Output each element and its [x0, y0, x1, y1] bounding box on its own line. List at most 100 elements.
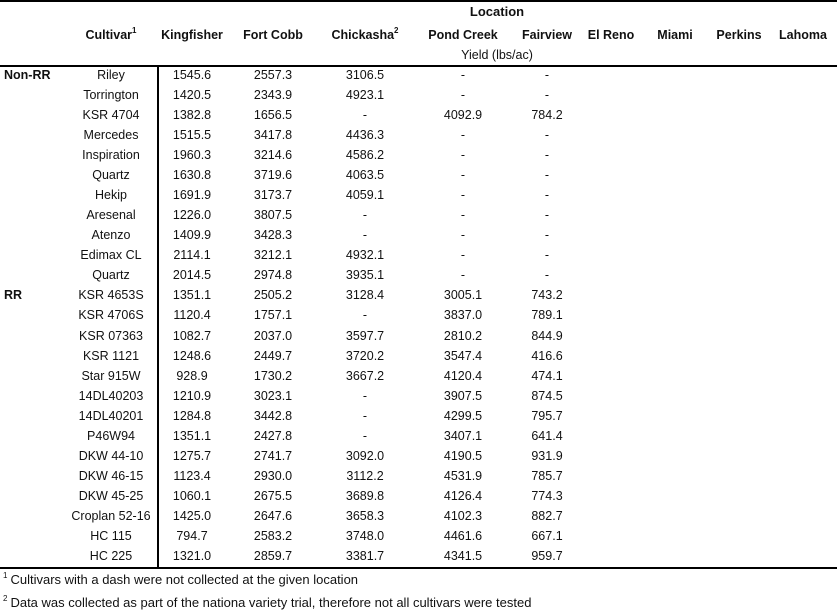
cultivar-cell: 14DL40203 [78, 388, 144, 403]
cultivar-cell: Quartz [92, 168, 130, 183]
location-column-header: Fort Cobb [243, 28, 303, 42]
header-rule [0, 65, 837, 67]
cultivar-cell: Inspiration [82, 148, 140, 163]
cultivar-cell: HC 115 [90, 528, 132, 543]
location-column-header: Lahoma [779, 28, 827, 42]
footnote-mark: 2 [394, 26, 399, 35]
yield-cell: 4126.4 [443, 488, 483, 503]
cultivar-cell: KSR 07363 [79, 328, 143, 343]
yield-cell: - [544, 88, 550, 103]
yield-cell: 3442.8 [253, 408, 293, 423]
yield-cell: 641.4 [531, 428, 563, 443]
yield-cell: 3381.7 [345, 548, 385, 563]
yield-cell: 667.1 [531, 528, 563, 543]
yield-cell: 2583.2 [253, 528, 293, 543]
location-column-header: El Reno [588, 28, 635, 42]
cultivar-cell: DKW 44-10 [78, 448, 144, 463]
location-column-header: Chickasha2 [331, 26, 399, 43]
yield-cell: 1630.8 [172, 168, 212, 183]
location-column-header: Pond Creek [428, 28, 497, 42]
yield-cell: - [460, 248, 466, 263]
yield-cell: - [460, 188, 466, 203]
location-name: Miami [657, 28, 693, 42]
yield-cell: 2741.7 [253, 448, 293, 463]
yield-cell: 784.2 [531, 108, 563, 123]
cultivar-cell: DKW 46-15 [78, 468, 144, 483]
yield-cell: - [460, 128, 466, 143]
yield-cell: - [544, 128, 550, 143]
yield-cell: 789.1 [531, 308, 563, 323]
yield-cell: - [460, 88, 466, 103]
footnote-text: Cultivars with a dash were not collected… [10, 572, 359, 587]
yield-cell: 4586.2 [345, 148, 385, 163]
yield-cell: 794.7 [176, 528, 208, 543]
yield-cell: 3128.4 [345, 288, 385, 303]
yield-cell: 3173.7 [253, 188, 293, 203]
yield-cell: - [544, 188, 550, 203]
yield-cell: 1757.1 [253, 308, 293, 323]
cultivar-cell: Quartz [92, 268, 130, 283]
yield-cell: 1351.1 [172, 288, 212, 303]
cultivar-cell: 14DL40201 [78, 408, 144, 423]
yield-cell: 4299.5 [443, 408, 483, 423]
location-name: El Reno [587, 28, 635, 42]
yield-cell: 882.7 [531, 508, 563, 523]
yield-cell: 2014.5 [172, 268, 212, 283]
yield-cell: 2675.5 [253, 488, 293, 503]
location-column-header: Perkins [716, 28, 761, 42]
cultivar-cell: Edimax CL [80, 248, 142, 263]
yield-cell: 3092.0 [345, 448, 385, 463]
yield-cell: 1123.4 [173, 468, 211, 483]
yield-cell: 3658.3 [345, 508, 385, 523]
yield-cell: 2930.0 [253, 468, 293, 483]
yield-cell: 1275.7 [172, 448, 212, 463]
yield-cell: 1248.6 [172, 348, 212, 363]
yield-cell: - [544, 248, 550, 263]
group-label: RR [4, 288, 23, 303]
yield-cell: - [460, 68, 466, 82]
cultivar-cell: Hekip [95, 188, 127, 203]
footnote-text: Data was collected as part of the nation… [10, 595, 532, 610]
yield-cell: 2557.3 [253, 68, 293, 82]
yield-cell: 928.9 [176, 368, 208, 383]
yield-cell: 4923.1 [345, 88, 385, 103]
footnote-mark: 1 [132, 26, 137, 35]
yield-cell: 2449.7 [253, 348, 293, 363]
yield-cell: 3212.1 [253, 248, 293, 263]
yield-cell: 3023.1 [253, 388, 293, 403]
yield-cell: 1060.1 [172, 488, 212, 503]
yield-cell: 1545.6 [172, 68, 212, 82]
yield-cell: 1730.2 [253, 368, 293, 383]
yield-cell: 4531.9 [443, 468, 483, 483]
yield-cell: - [460, 208, 466, 223]
yield-cell: 4461.6 [443, 528, 483, 543]
cultivar-cell: DKW 45-25 [78, 488, 144, 503]
location-name: Chickasha [331, 28, 395, 42]
cultivar-cell: Aresenal [86, 208, 136, 223]
cultivar-cell: KSR 4653S [78, 288, 144, 303]
cultivar-cell: Torrington [83, 88, 139, 103]
yield-cell: 1321.0 [172, 548, 212, 563]
bottom-rule [0, 567, 837, 569]
yield-cell: 931.9 [531, 448, 563, 463]
yield-cell: 844.9 [531, 328, 563, 343]
yield-cell: - [362, 428, 368, 443]
yield-cell: 2974.8 [253, 268, 293, 283]
cultivar-header-text: Cultivar [85, 28, 133, 42]
location-name: Pond Creek [428, 28, 498, 42]
location-name: Lahoma [779, 28, 827, 42]
yield-cell: 3106.5 [345, 68, 385, 82]
cultivar-cell: Atenzo [91, 228, 131, 243]
yield-cell: - [544, 68, 550, 82]
yield-cell: 2647.6 [253, 508, 293, 523]
yield-cell: 1082.7 [172, 328, 212, 343]
yield-cell: 4190.5 [443, 448, 483, 463]
yield-units-label: Yield (lbs/ac) [461, 48, 533, 62]
yield-cell: 3667.2 [345, 368, 385, 383]
yield-cell: 2114.1 [173, 248, 211, 263]
yield-cell: - [544, 228, 550, 243]
yield-cell: 4120.4 [443, 368, 483, 383]
yield-cell: 3837.0 [443, 308, 483, 323]
top-rule [0, 0, 837, 2]
footnote: 1 Cultivars with a dash were not collecte… [3, 572, 359, 588]
